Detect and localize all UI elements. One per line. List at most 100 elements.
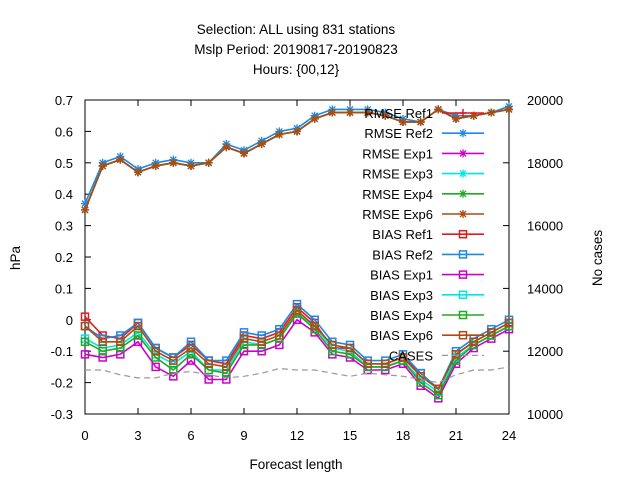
data-point	[257, 337, 266, 347]
data-point	[469, 337, 478, 347]
legend-label: RMSE Exp3	[362, 167, 433, 182]
legend-item: BIAS Ref2	[372, 247, 484, 262]
legend-item: CASES	[389, 348, 484, 363]
data-point	[328, 340, 337, 350]
y2-tick-label: 16000	[527, 219, 563, 234]
data-point	[80, 337, 90, 347]
series-rmse-exp6	[81, 105, 513, 214]
data-point	[310, 114, 319, 123]
y-axis-label: hPa	[8, 246, 23, 271]
legend-marker	[458, 250, 468, 259]
y-tick-label: 0.7	[55, 93, 73, 108]
y2-tick-label: 10000	[527, 407, 563, 422]
legend-label: BIAS Exp6	[370, 328, 433, 343]
data-point	[98, 337, 107, 347]
series-bias-exp6	[80, 306, 514, 394]
series-rmse-ref1	[81, 105, 513, 214]
y2-axis-label: No cases	[590, 230, 605, 287]
data-point	[81, 199, 89, 208]
data-point	[187, 161, 195, 170]
data-point	[487, 108, 496, 117]
legend-marker	[458, 290, 468, 300]
legend-label: RMSE Exp1	[362, 146, 433, 161]
y-tick-label: 0.2	[55, 250, 73, 265]
legend-item: RMSE Exp3	[362, 167, 484, 182]
data-point	[363, 359, 372, 369]
data-point	[451, 350, 461, 359]
y2-tick-label: 18000	[527, 156, 563, 171]
data-point	[98, 346, 107, 356]
axes-layer: 0 3 6 9 12 15 18 21 24 -0.3 -0.2 -0.1 0 0.1 0.2 0.3 0.4 0…	[51, 93, 564, 443]
data-point	[363, 108, 372, 117]
y-tick-label: 0.4	[55, 187, 73, 202]
data-point	[505, 105, 513, 114]
legend-label: CASES	[389, 348, 433, 363]
legend-label: BIAS Exp4	[370, 308, 433, 323]
data-point	[452, 114, 460, 123]
data-point	[345, 343, 355, 353]
data-point	[504, 318, 514, 328]
legend-label: RMSE Ref1	[364, 106, 433, 121]
data-point	[434, 105, 443, 114]
series-bias-exp1	[80, 315, 514, 403]
series-line	[85, 366, 510, 384]
y-tick-label: -0.3	[51, 407, 73, 422]
data-point	[222, 362, 231, 372]
data-point	[293, 127, 301, 136]
x-tick-label: 6	[187, 428, 194, 443]
data-point	[80, 312, 90, 321]
series-line	[84, 309, 510, 391]
data-point	[240, 149, 248, 158]
legend-item: BIAS Ref1	[372, 227, 484, 242]
series-rmse-exp3	[81, 105, 513, 214]
data-point	[116, 155, 125, 164]
y-tick-label: 0.1	[55, 281, 73, 296]
legend: RMSE Ref1 RMSE Ref2 RMSE Exp1 RMSE Exp3 RMSE…	[362, 106, 484, 363]
legend-marker	[459, 109, 467, 117]
legend-item: RMSE Exp4	[362, 187, 484, 202]
data-point	[487, 328, 496, 337]
legend-label: RMSE Exp4	[362, 187, 433, 202]
x-axis-label: Forecast length	[249, 457, 342, 472]
data-point	[222, 143, 231, 152]
legend-marker	[459, 210, 467, 218]
data-point	[469, 111, 478, 120]
x-tick-label: 9	[240, 428, 247, 443]
data-point	[381, 111, 390, 120]
legend-item: BIAS Exp4	[370, 308, 484, 323]
legend-marker	[458, 229, 468, 239]
x-tick-label: 18	[396, 428, 410, 443]
data-point	[328, 108, 337, 117]
y-tick-label: 0.5	[55, 156, 73, 171]
data-point	[310, 321, 319, 331]
data-point	[169, 356, 178, 365]
data-point	[151, 346, 160, 356]
x-tick-label: 21	[449, 428, 463, 443]
legend-marker	[459, 129, 467, 138]
legend-item: RMSE Exp1	[362, 146, 484, 161]
data-point	[80, 350, 90, 359]
chart-title-line-2: Mslp Period: 20190817-20190823	[194, 42, 397, 57]
data-point	[381, 359, 390, 369]
data-point	[169, 365, 178, 375]
chart-title-line-1: Selection: ALL using 831 stations	[197, 22, 396, 37]
y2-tick-label: 12000	[527, 344, 563, 359]
y2-tick-label: 14000	[527, 281, 563, 296]
legend-item: RMSE Ref1	[364, 106, 484, 121]
legend-item: BIAS Exp3	[370, 288, 484, 303]
y2-tick-label: 20000	[527, 93, 563, 108]
series-line	[84, 105, 510, 204]
series-rmse-ref2	[81, 102, 513, 208]
data-point	[416, 117, 425, 126]
x-tick-label: 24	[502, 428, 516, 443]
data-point	[292, 306, 302, 315]
data-point	[204, 359, 213, 369]
data-point	[116, 337, 125, 347]
legend-item: RMSE Ref2	[364, 126, 484, 141]
legend-label: BIAS Exp3	[370, 288, 433, 303]
legend-label: RMSE Exp6	[362, 207, 433, 222]
y-tick-label: -0.2	[51, 376, 73, 391]
y-tick-label: 0.3	[55, 219, 73, 234]
